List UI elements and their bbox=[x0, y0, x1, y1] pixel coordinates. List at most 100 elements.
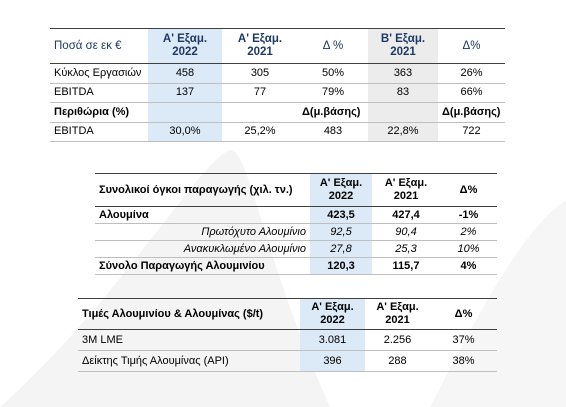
cell: Πρωτόχυτο Αλουμίνιο bbox=[95, 224, 310, 240]
table-row: EBITDA 137 77 79% 83 66% bbox=[50, 83, 505, 103]
cell: Αλουμίνα bbox=[95, 207, 310, 223]
header-text: 2021 bbox=[385, 314, 410, 326]
cell-text: 3M LME bbox=[82, 333, 123, 346]
cell: 66% bbox=[438, 84, 505, 103]
cell-text: Ανακυκλωμένο Αλουμίνιο bbox=[183, 242, 306, 255]
cell-text: 10% bbox=[457, 242, 480, 255]
cell: Α' Εξαμ. 2022 bbox=[310, 174, 372, 206]
cell-text: 79% bbox=[321, 86, 345, 99]
cell: 2.256 bbox=[365, 330, 430, 350]
table-row: Ανακυκλωμένο Αλουμίνιο 27,8 25,3 10% bbox=[95, 241, 497, 258]
cell-text: 3.081 bbox=[318, 333, 347, 346]
table-row: Σύνολο Παραγωγής Αλουμινίου 120,3 115,7 4% bbox=[95, 258, 497, 275]
cell-text: 137 bbox=[175, 86, 195, 99]
cell: 120,3 bbox=[310, 258, 372, 274]
cell: Ανακυκλωμένο Αλουμίνιο bbox=[95, 241, 310, 257]
cell-text: 27,8 bbox=[330, 242, 352, 255]
cell: Α' Εξαμ. 2022 bbox=[148, 29, 222, 63]
cell: 10% bbox=[440, 241, 497, 257]
cell: 77 bbox=[222, 84, 298, 103]
cell: Β' Εξαμ. 2021 bbox=[368, 29, 438, 63]
cell-text: Δ(μ.βάσης) bbox=[442, 105, 501, 118]
cell-text: Σύνολο Παραγωγής Αλουμινίου bbox=[99, 259, 265, 272]
cell: 26% bbox=[438, 64, 505, 83]
cell-text: EBITDA bbox=[54, 125, 94, 138]
cell-text: -1% bbox=[458, 208, 479, 221]
cell-text: 423,5 bbox=[327, 208, 355, 221]
cell: 37% bbox=[430, 330, 497, 350]
header-text: Α' Εξαμ. bbox=[311, 301, 354, 313]
cell-text: Κύκλος Εργασιών bbox=[54, 66, 142, 79]
cell-text: 288 bbox=[388, 354, 407, 367]
cell: Δ % bbox=[298, 29, 368, 63]
cell: 115,7 bbox=[372, 258, 440, 274]
header-text: 2022 bbox=[328, 190, 354, 202]
header-text: Τιμές Αλουμινίου & Αλουμίνας ($/t) bbox=[82, 307, 264, 320]
cell: 92,5 bbox=[310, 224, 372, 240]
cell: 396 bbox=[300, 351, 365, 371]
cell: Α' Εξαμ. 2021 bbox=[365, 299, 430, 329]
table-row: 3M LME 3.081 2.256 37% bbox=[78, 330, 497, 351]
cell: Α' Εξαμ. 2021 bbox=[372, 174, 440, 206]
cell: 3.081 bbox=[300, 330, 365, 350]
cell-text: Πρωτόχυτο Αλουμίνιο bbox=[201, 225, 306, 238]
table-row: Κύκλος Εργασιών 458 305 50% 363 26% bbox=[50, 64, 505, 84]
cell: 4% bbox=[440, 258, 497, 274]
cell-text: 83 bbox=[396, 86, 410, 99]
cell-text: 77 bbox=[253, 86, 267, 99]
cell: Α' Εξαμ. 2022 bbox=[300, 299, 365, 329]
cell-text: EBITDA bbox=[54, 86, 94, 99]
cell-text: 90,4 bbox=[395, 225, 417, 238]
cell: 2% bbox=[440, 224, 497, 240]
table: Τιμές Αλουμινίου & Αλουμίνας ($/t) Α' Εξα… bbox=[78, 298, 497, 372]
cell-text: 427,4 bbox=[392, 208, 420, 221]
cell: Δείκτης Τιμής Αλουμίνας (API) bbox=[78, 351, 300, 371]
cell: 423,5 bbox=[310, 207, 372, 223]
header-text: Α' Εξαμ. bbox=[319, 177, 363, 189]
cell: 38% bbox=[430, 351, 497, 371]
header-row: Τιμές Αλουμινίου & Αλουμίνας ($/t) Α' Εξα… bbox=[78, 298, 497, 330]
header-text: Συνολικοί όγκοι παραγωγής (χιλ. τν.) bbox=[99, 183, 293, 196]
cell-text: 26% bbox=[460, 66, 483, 79]
cell: Σύνολο Παραγωγής Αλουμινίου bbox=[95, 258, 310, 274]
cell: EBITDA bbox=[50, 123, 148, 142]
cell-text: 66% bbox=[460, 86, 483, 99]
cell-text: 38% bbox=[452, 354, 475, 367]
table-row: Περιθώρια (%) Δ(μ.βάσης) Δ(μ.βάσης) bbox=[50, 103, 505, 123]
cell: 90,4 bbox=[372, 224, 440, 240]
cell-text: 2% bbox=[460, 225, 477, 238]
header-text: 2022 bbox=[172, 46, 198, 58]
cell-text: 120,3 bbox=[327, 259, 355, 272]
cell-text: 25,2% bbox=[244, 125, 276, 138]
header-row: Ποσά σε εκ € Α' Εξαμ. 2022 Α' Εξαμ. 2021 Δ % Β… bbox=[50, 28, 505, 64]
cell: 27,8 bbox=[310, 241, 372, 257]
cell-text: 483 bbox=[323, 125, 343, 138]
cell-text: 30,0% bbox=[169, 125, 201, 138]
header-text: 2021 bbox=[390, 46, 416, 58]
header-text: 2021 bbox=[393, 190, 419, 202]
cell: Α' Εξαμ. 2021 bbox=[222, 29, 298, 63]
cell-text: 25,3 bbox=[395, 242, 417, 255]
cell-text: 458 bbox=[175, 66, 195, 79]
cell bbox=[368, 103, 438, 122]
header-text: 2021 bbox=[247, 46, 273, 58]
cell: Δ% bbox=[440, 174, 497, 206]
cell: Ποσά σε εκ € bbox=[50, 29, 148, 63]
header-text: Δ% bbox=[459, 183, 478, 196]
table: Ποσά σε εκ € Α' Εξαμ. 2022 Α' Εξαμ. 2021 Δ % Β… bbox=[50, 28, 505, 142]
cell-text: Αλουμίνα bbox=[99, 208, 149, 221]
cell-text: 37% bbox=[452, 333, 475, 346]
cell-text: 92,5 bbox=[330, 225, 352, 238]
cell: 25,3 bbox=[372, 241, 440, 257]
cell-text: 4% bbox=[460, 259, 477, 272]
cell: 22,8% bbox=[368, 122, 438, 141]
cell: -1% bbox=[440, 207, 497, 223]
cell: 25,2% bbox=[222, 123, 298, 142]
cell-text: 363 bbox=[393, 66, 413, 79]
cell: 722 bbox=[438, 123, 505, 142]
cell: Δ(μ.βάσης) bbox=[298, 103, 368, 122]
cell: Δ% bbox=[430, 299, 497, 329]
cell-text: 396 bbox=[323, 354, 342, 367]
cell: Τιμές Αλουμινίου & Αλουμίνας ($/t) bbox=[78, 299, 300, 329]
